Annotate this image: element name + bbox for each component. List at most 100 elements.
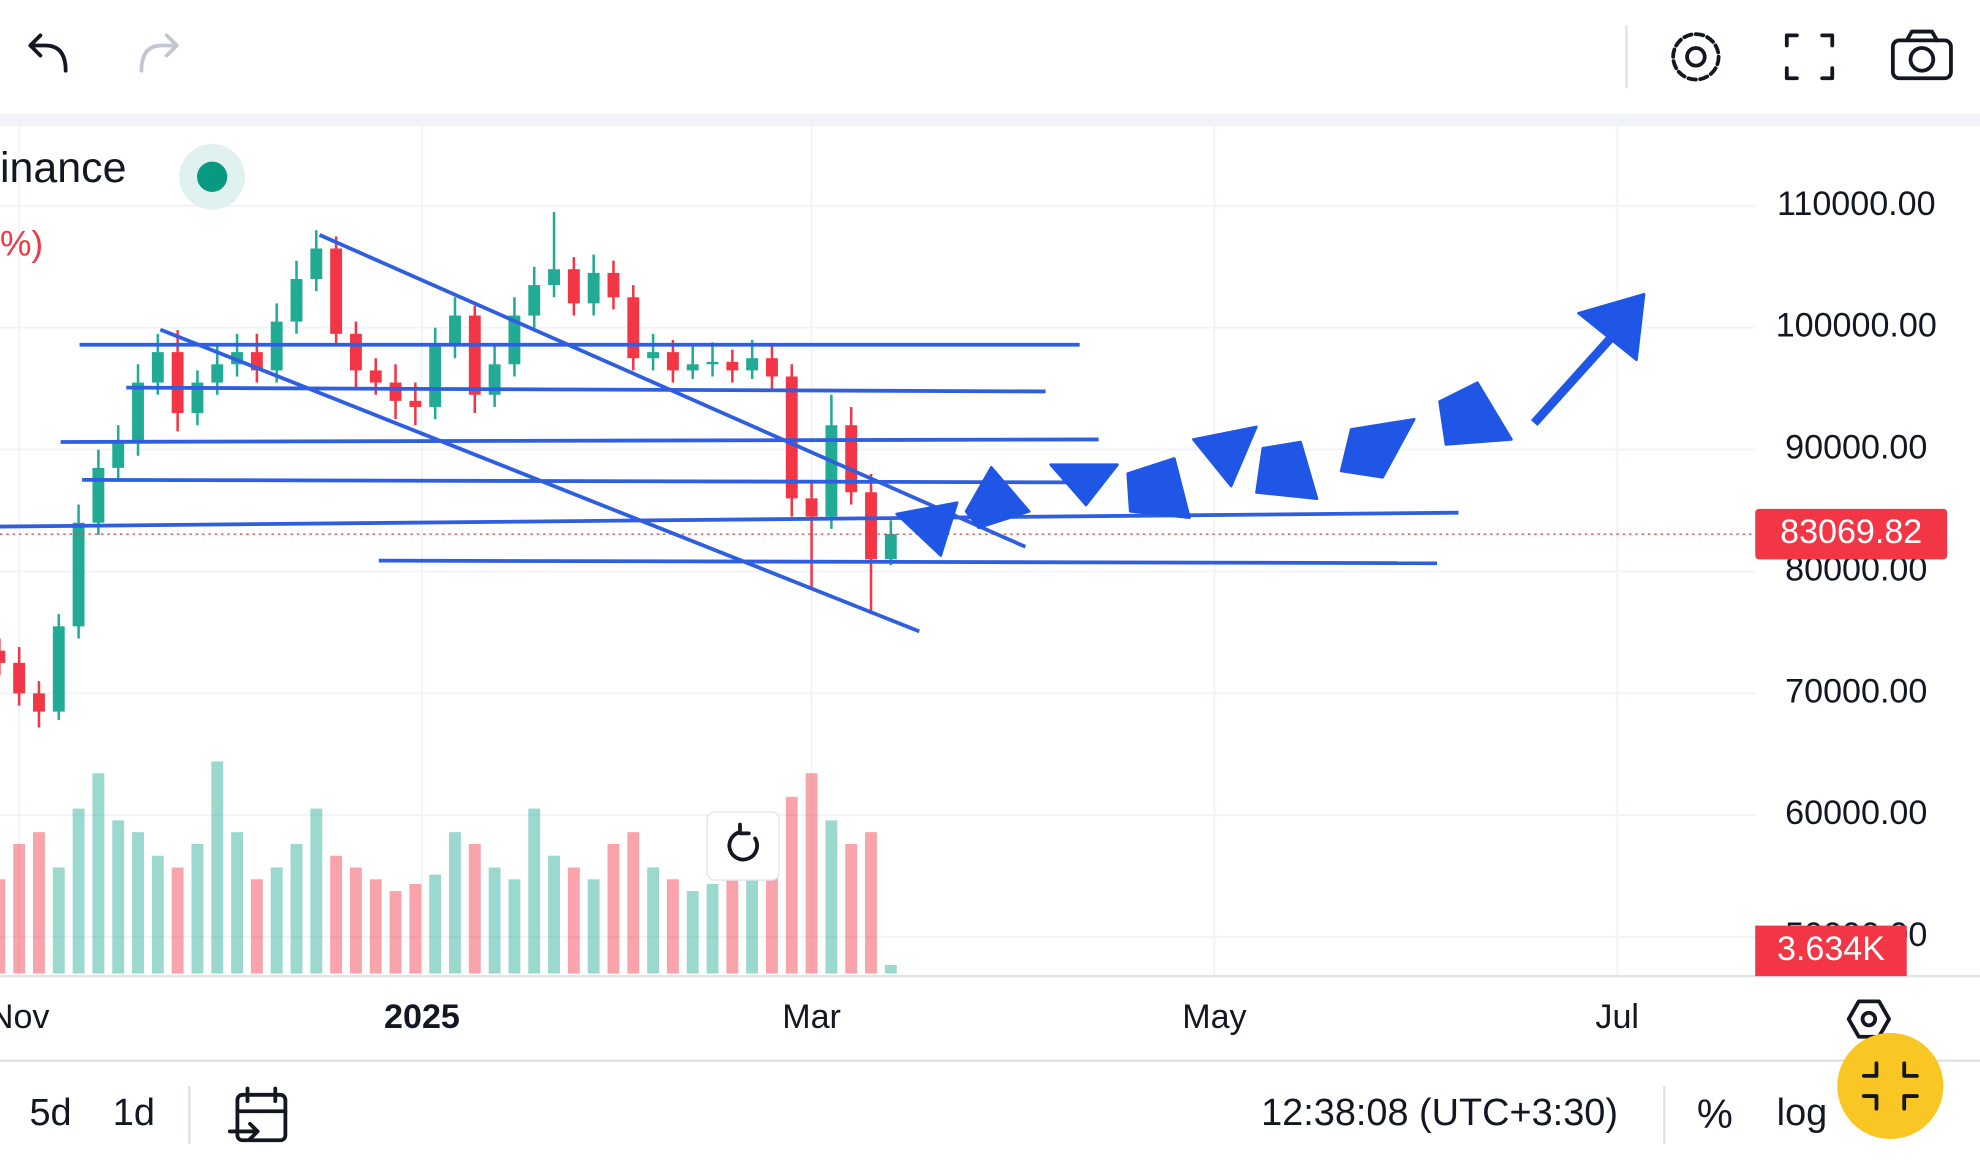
candle-body (785, 376, 798, 499)
volume-bar (310, 808, 323, 974)
volume-bar (865, 832, 877, 974)
symbol-title: inance (0, 144, 126, 192)
exit-fullscreen-button[interactable] (1837, 1032, 1944, 1140)
candle-body (171, 352, 184, 414)
volume-tag (1755, 925, 1907, 977)
candle-body (706, 361, 719, 365)
volume-bar (468, 843, 481, 974)
candle-body (647, 352, 660, 359)
candle-body (686, 364, 699, 371)
candle-body (627, 297, 640, 359)
candle-body (449, 315, 461, 347)
volume-bar (686, 891, 699, 974)
candle-body (528, 285, 541, 316)
arrow (1438, 381, 1513, 446)
volume-bar (369, 879, 382, 974)
candle-body (409, 400, 422, 407)
x-tick-label: Nov (0, 998, 49, 1036)
volume-bar (13, 843, 26, 974)
volume-bar (706, 884, 719, 974)
candle-body (92, 467, 105, 523)
fullscreen-button[interactable] (1784, 33, 1835, 81)
interval-button[interactable]: 1d (113, 1092, 155, 1134)
reset-button[interactable] (706, 811, 780, 881)
candle-body (508, 315, 521, 365)
log-toggle[interactable]: log (1777, 1092, 1828, 1134)
candle-body (13, 662, 26, 694)
volume-bar (785, 796, 798, 974)
axis-settings-button[interactable] (1846, 999, 1891, 1039)
volume-bar (825, 820, 838, 974)
undo-button[interactable] (28, 33, 68, 73)
volume-bar (449, 832, 461, 974)
volume-bar (647, 867, 660, 974)
volume-bar (805, 773, 818, 974)
interval-button[interactable]: 5d (29, 1092, 71, 1134)
volume-bar (112, 820, 125, 974)
arrow (1530, 331, 1618, 426)
arrow (964, 465, 1031, 530)
price-tag-text: 83069.82 (1780, 513, 1922, 551)
volume-bar (488, 867, 501, 974)
volume-bar (884, 965, 897, 974)
trend-line (318, 233, 1027, 549)
volume-bar (389, 891, 402, 974)
candle-body (865, 492, 877, 560)
candle-body (211, 364, 224, 383)
change-text: %) (0, 225, 43, 264)
arrow (895, 501, 959, 557)
candle-body (666, 352, 679, 371)
percent-toggle[interactable]: % (1697, 1091, 1733, 1137)
candle-body (0, 650, 6, 663)
plot: 50000.0060000.0070000.0080000.0090000.00… (0, 126, 1980, 1036)
candle-body (766, 358, 778, 377)
candle-body (191, 382, 204, 414)
y-tick-label: 70000.00 (1785, 672, 1927, 710)
candle-body (429, 346, 442, 407)
trend-line (159, 327, 920, 634)
candle-body (805, 498, 818, 517)
volume-bar (508, 879, 521, 974)
volume-bar (330, 855, 343, 974)
volume-bar (766, 867, 778, 974)
volume-bar (270, 867, 283, 974)
arrow (1339, 417, 1416, 479)
volume-bar (191, 843, 204, 974)
volume-bar (429, 874, 442, 974)
goto-date-button[interactable] (227, 1086, 288, 1143)
drawn-line (0, 510, 1459, 529)
candle-body (746, 358, 759, 371)
candle-body (33, 693, 45, 712)
candle-body (310, 248, 323, 279)
candle-body (468, 315, 481, 395)
volume-bar (845, 843, 858, 974)
redo-button[interactable] (139, 33, 179, 73)
candle-body (845, 425, 858, 493)
volume-bar (726, 874, 739, 974)
volume-bar (349, 867, 362, 974)
volume-bar (211, 761, 224, 974)
x-tick-label: 2025 (384, 998, 460, 1036)
candle-body (132, 382, 144, 444)
drawn-line (60, 437, 1099, 444)
y-tick-label: 90000.00 (1785, 429, 1927, 467)
volume-bar (92, 773, 105, 974)
y-tick-label: 60000.00 (1785, 794, 1927, 832)
volume-bar (746, 879, 759, 974)
volume-tag-text: 3.634K (1777, 930, 1885, 968)
screenshot-button[interactable] (1890, 29, 1953, 81)
volume-bar (0, 879, 6, 974)
candle-body (567, 269, 580, 304)
settings-button[interactable] (1671, 32, 1721, 82)
price-tag (1755, 508, 1948, 560)
candle-body (369, 370, 382, 383)
x-tick-label: May (1182, 998, 1246, 1036)
candle-body (330, 248, 343, 334)
volume-bar (607, 843, 620, 974)
volume-bar (627, 832, 640, 974)
volume-bar (587, 879, 600, 974)
candle-body (488, 364, 501, 395)
candle-body (587, 272, 600, 304)
candle-body (884, 534, 897, 560)
